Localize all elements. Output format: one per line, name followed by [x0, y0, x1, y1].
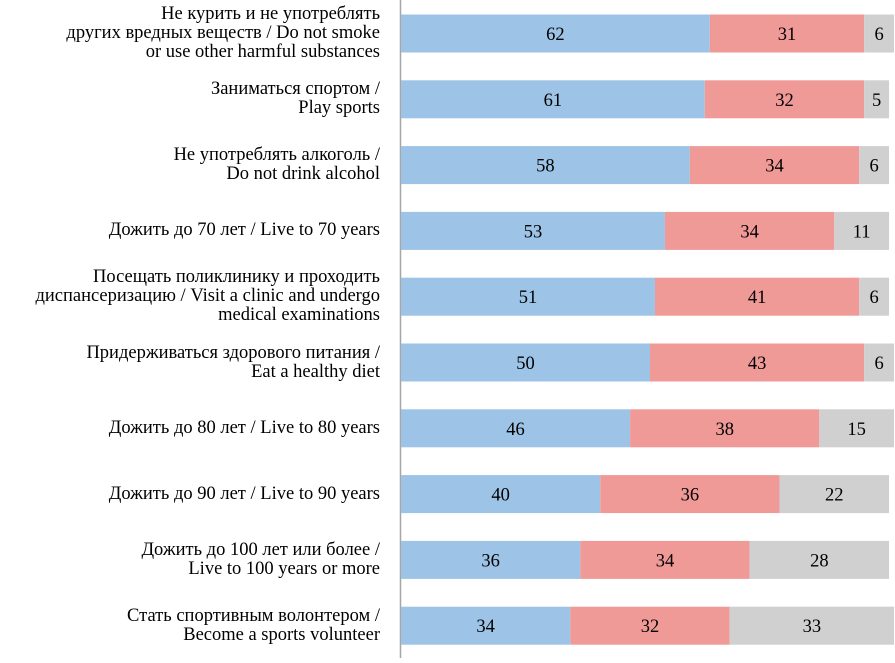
data-label-series-1-row-9: 36 — [481, 551, 500, 571]
bar-segment-series-2-row-5 — [654, 277, 860, 316]
category-label: Дожить до 70 лет / Live to 70 years — [109, 221, 380, 240]
bar-segment-series-1-row-9 — [401, 540, 581, 579]
bar-segment-series-3-row-7 — [819, 409, 895, 448]
category-label: Придерживаться здорового питания / Eat a … — [86, 342, 380, 382]
bar-segment-series-2-row-8 — [600, 475, 780, 514]
data-label-series-2-row-5: 41 — [748, 288, 767, 308]
bar-segment-series-1-row-7 — [401, 409, 631, 448]
data-label-series-1-row-8: 40 — [491, 486, 510, 506]
data-label-series-2-row-9: 34 — [656, 551, 675, 571]
data-label-series-3-row-8: 22 — [825, 486, 844, 506]
data-label-series-2-row-4: 34 — [740, 222, 759, 242]
bar-segment-series-1-row-2 — [401, 80, 705, 119]
data-label-series-2-row-2: 32 — [775, 91, 794, 111]
category-label: Не курить и не употреблять других вредных… — [66, 5, 380, 62]
data-label-series-2-row-10: 32 — [641, 617, 660, 637]
bar-segment-series-2-row-3 — [689, 146, 860, 185]
bar-segment-series-2-row-9 — [580, 540, 750, 579]
bar-segment-series-2-row-6 — [650, 343, 865, 382]
bar-segment-series-3-row-4 — [834, 211, 890, 250]
category-label-line: Do not drink alcohol — [226, 164, 380, 185]
data-label-series-3-row-1: 6 — [874, 25, 883, 45]
bar-segment-series-1-row-5 — [401, 277, 655, 316]
category-label-line: Play sports — [298, 98, 380, 119]
data-label-series-3-row-9: 28 — [810, 551, 829, 571]
category-label-line: Не употреблять алкоголь / — [173, 145, 380, 166]
category-label-line: Посещать поликлинику и проходить — [93, 267, 380, 288]
bar-segment-series-3-row-5 — [859, 277, 890, 316]
category-label: Стать спортивным волонтером / Become a sp… — [127, 605, 380, 645]
data-label-series-3-row-10: 33 — [803, 617, 822, 637]
data-label-series-1-row-3: 58 — [536, 157, 555, 177]
bar-segment-series-1-row-6 — [401, 343, 650, 382]
data-label-series-1-row-4: 53 — [524, 222, 543, 242]
data-label-series-1-row-5: 51 — [519, 288, 538, 308]
category-label-line: medical examinations — [218, 305, 380, 326]
data-label-series-1-row-2: 61 — [544, 91, 563, 111]
data-label-series-3-row-2: 5 — [872, 91, 881, 111]
bar-segment-series-3-row-6 — [864, 343, 895, 382]
category-label-line: Дожить до 80 лет / Live to 80 years — [108, 417, 380, 438]
category-label-line: Live to 100 years or more — [188, 558, 380, 579]
category-label: Дожить до 80 лет / Live to 80 years — [108, 417, 380, 438]
bar-segment-series-1-row-3 — [401, 146, 690, 185]
category-label: Заниматься спортом / Play sports — [211, 80, 380, 118]
category-label-line: Придерживаться здорового питания / — [86, 342, 380, 363]
bar-segment-series-2-row-7 — [630, 409, 820, 448]
bar-segment-series-3-row-1 — [864, 14, 895, 53]
category-label: Не употреблять алкоголь / Do not drink al… — [174, 146, 380, 184]
category-label-line: Дожить до 90 лет / Live to 90 years — [108, 483, 380, 504]
bar-segment-series-1-row-10 — [401, 606, 571, 645]
data-label-series-1-row-1: 62 — [546, 25, 565, 45]
data-label-series-2-row-6: 43 — [748, 354, 767, 374]
data-label-series-3-row-3: 6 — [869, 157, 878, 177]
category-label: Посещать поликлинику и проходить диспансе… — [35, 268, 380, 325]
data-label-series-3-row-7: 15 — [847, 420, 866, 440]
bar-segment-series-1-row-1 — [401, 14, 710, 53]
bar-segment-series-3-row-2 — [864, 80, 890, 119]
category-label-line: Become a sports volunteer — [183, 624, 380, 645]
category-label-line: or use other harmful substances — [145, 42, 380, 62]
data-label-series-1-row-7: 46 — [506, 420, 525, 440]
data-label-series-1-row-6: 50 — [516, 354, 535, 374]
bar-segment-series-2-row-2 — [704, 80, 865, 119]
bar-segment-series-3-row-3 — [859, 146, 890, 185]
bar-segment-series-2-row-10 — [570, 606, 730, 645]
data-label-series-2-row-8: 36 — [681, 486, 700, 506]
bar-segment-series-2-row-4 — [664, 211, 835, 250]
data-label-series-2-row-3: 34 — [765, 157, 784, 177]
category-label-line: Дожить до 100 лет или более / — [141, 539, 380, 560]
category-label-line: диспансеризацию / Visit a clinic and und… — [35, 286, 380, 307]
category-label-line: других вредных веществ / Do not smoke — [66, 23, 380, 43]
bar-segment-series-3-row-9 — [749, 540, 890, 579]
data-label-series-3-row-4: 11 — [853, 222, 871, 242]
category-label-line: Стать спортивным волонтером / — [127, 605, 380, 626]
category-label-line: Дожить до 70 лет / Live to 70 years — [108, 220, 380, 241]
data-label-series-3-row-6: 6 — [874, 354, 883, 374]
data-label-series-2-row-7: 38 — [715, 420, 734, 440]
category-label: Дожить до 100 лет или более / Live to 100… — [141, 539, 380, 579]
data-label-series-2-row-1: 31 — [778, 25, 797, 45]
category-label-line: Заниматься спортом / — [210, 79, 380, 100]
category-label-line: Eat a healthy diet — [251, 361, 380, 382]
bar-segment-series-1-row-8 — [401, 475, 601, 514]
data-label-series-1-row-10: 34 — [476, 617, 495, 637]
bar-segment-series-1-row-4 — [401, 211, 665, 250]
bar-segment-series-2-row-1 — [709, 14, 865, 53]
category-label: Дожить до 90 лет / Live to 90 years — [108, 483, 380, 504]
category-label-line: Не курить и не употреблять — [161, 4, 380, 24]
data-label-series-3-row-5: 6 — [869, 288, 878, 308]
bar-segment-series-3-row-10 — [729, 606, 895, 645]
bar-segment-series-3-row-8 — [779, 475, 890, 514]
